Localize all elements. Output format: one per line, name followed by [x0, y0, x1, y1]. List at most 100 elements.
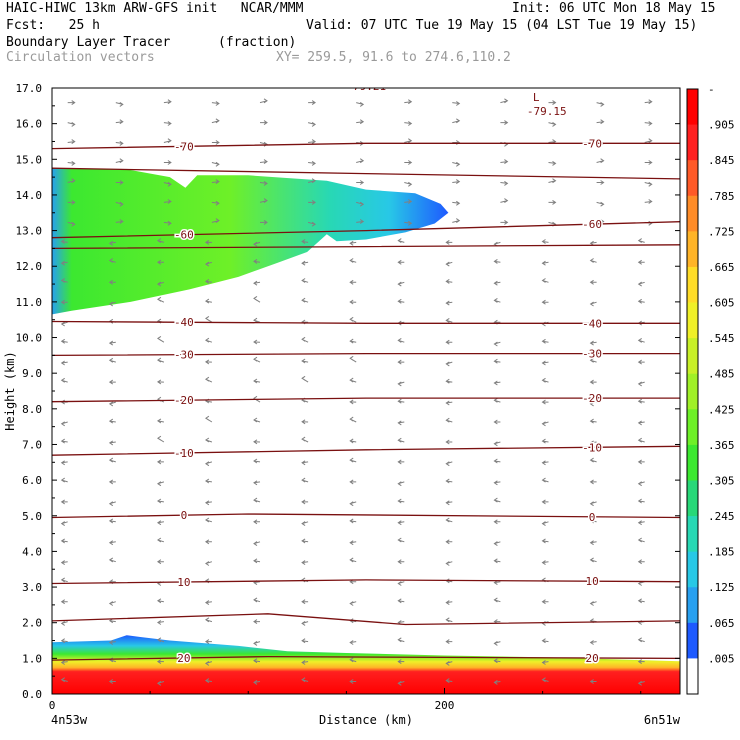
circulation-vector	[596, 158, 605, 164]
circulation-vector	[349, 240, 357, 246]
circulation-vector	[163, 181, 172, 187]
circulation-vector	[404, 138, 413, 144]
circulation-vector	[404, 160, 413, 165]
circulation-vector	[156, 680, 165, 686]
circulation-vector	[637, 420, 645, 426]
circulation-vector	[60, 260, 68, 266]
circulation-vector	[204, 337, 213, 343]
contour-label: -70	[582, 137, 602, 150]
colorbar-label: .485	[708, 368, 735, 381]
y-tick-label: 12.0	[16, 260, 43, 273]
circulation-vector	[67, 100, 76, 106]
circulation-vector	[493, 679, 501, 685]
circulation-vector	[445, 660, 453, 666]
circulation-vector	[204, 617, 213, 623]
colorbar-swatch	[687, 231, 698, 268]
circulation-vector	[301, 297, 309, 303]
circulation-vector	[637, 281, 645, 287]
circulation-vector	[163, 220, 172, 226]
circulation-vector	[301, 638, 309, 644]
circulation-vector	[115, 119, 124, 125]
circulation-vector	[60, 521, 68, 527]
circulation-vector	[349, 316, 357, 323]
circulation-vector	[60, 299, 68, 305]
colorbar-label: .785	[708, 190, 735, 203]
circulation-vector	[397, 520, 405, 526]
circulation-vector	[156, 238, 165, 244]
circulation-vector	[156, 637, 165, 643]
circulation-vector	[349, 518, 357, 524]
circulation-vector	[204, 315, 213, 323]
circulation-vector	[589, 301, 597, 307]
y-tick-label: 5.0	[22, 510, 42, 523]
circulation-vector	[637, 559, 645, 565]
x-endpoint-right: 6n51w	[644, 713, 681, 727]
header-forecast-hour: Fcst: 25 h	[6, 18, 100, 33]
circulation-vector	[541, 239, 549, 244]
y-tick-label: 3.0	[22, 581, 42, 594]
circulation-vector	[307, 178, 317, 184]
circulation-vector	[67, 199, 76, 205]
colorbar-label: .905	[708, 119, 735, 132]
circulation-vector	[60, 360, 68, 366]
circulation-vector	[115, 180, 124, 185]
y-axis-label: Height (km)	[3, 351, 17, 430]
circulation-vector	[397, 337, 405, 343]
chart-annotation: L	[533, 91, 540, 104]
circulation-vector	[397, 598, 405, 604]
circulation-vector	[108, 418, 116, 424]
circulation-vector	[115, 101, 124, 107]
y-tick-label: 7.0	[22, 438, 42, 451]
circulation-vector	[397, 498, 405, 504]
circulation-vector	[541, 360, 549, 366]
colorbar-frame	[686, 88, 699, 695]
circulation-vector	[204, 415, 213, 423]
circulation-vector	[589, 479, 597, 485]
temperature-contour	[52, 142, 680, 150]
circulation-vector	[253, 480, 261, 486]
circulation-vector	[349, 299, 357, 305]
circulation-vector	[307, 221, 317, 227]
header-line1-left: HAIC-HIWC 13km ARW-GFS init NCAR/MMM	[6, 1, 304, 16]
circulation-vector	[445, 617, 453, 623]
circulation-vector	[301, 336, 309, 343]
circulation-vector	[301, 538, 309, 544]
circulation-vector	[397, 398, 405, 404]
circulation-vector	[308, 199, 317, 205]
circulation-vector	[156, 418, 164, 424]
circulation-vector	[356, 119, 365, 125]
circulation-vector	[156, 620, 164, 625]
colorbar-swatch	[687, 160, 698, 197]
circulation-vector	[541, 477, 549, 483]
circulation-vector	[493, 519, 501, 525]
y-tick-label: 8.0	[22, 403, 42, 416]
circulation-vector	[253, 541, 261, 547]
circulation-vector	[349, 557, 357, 563]
circulation-vector	[156, 659, 164, 665]
circulation-vector	[349, 338, 357, 344]
circulation-vector	[493, 397, 501, 403]
tracer-boundary-layer	[52, 635, 680, 694]
circulation-vector	[637, 481, 645, 487]
field-name: Boundary Layer Tracer	[6, 35, 171, 50]
circulation-vector	[356, 219, 365, 224]
circulation-vector	[156, 435, 165, 443]
circulation-vector	[349, 501, 357, 507]
circulation-vector	[156, 520, 164, 526]
circulation-vector	[541, 638, 549, 644]
circulation-vector	[548, 199, 557, 205]
circulation-vector	[108, 340, 116, 346]
circulation-vector	[445, 361, 453, 367]
circulation-vector	[493, 358, 501, 364]
circulation-vector	[637, 637, 645, 643]
circulation-vector	[211, 218, 220, 224]
circulation-vector	[253, 280, 261, 286]
circulation-vector	[349, 438, 357, 444]
colorbar-swatch	[687, 622, 698, 659]
circulation-vector	[163, 160, 172, 165]
circulation-vector	[452, 161, 461, 167]
circulation-vector	[397, 559, 405, 565]
circulation-vector	[301, 278, 309, 283]
circulation-vector	[204, 678, 212, 684]
